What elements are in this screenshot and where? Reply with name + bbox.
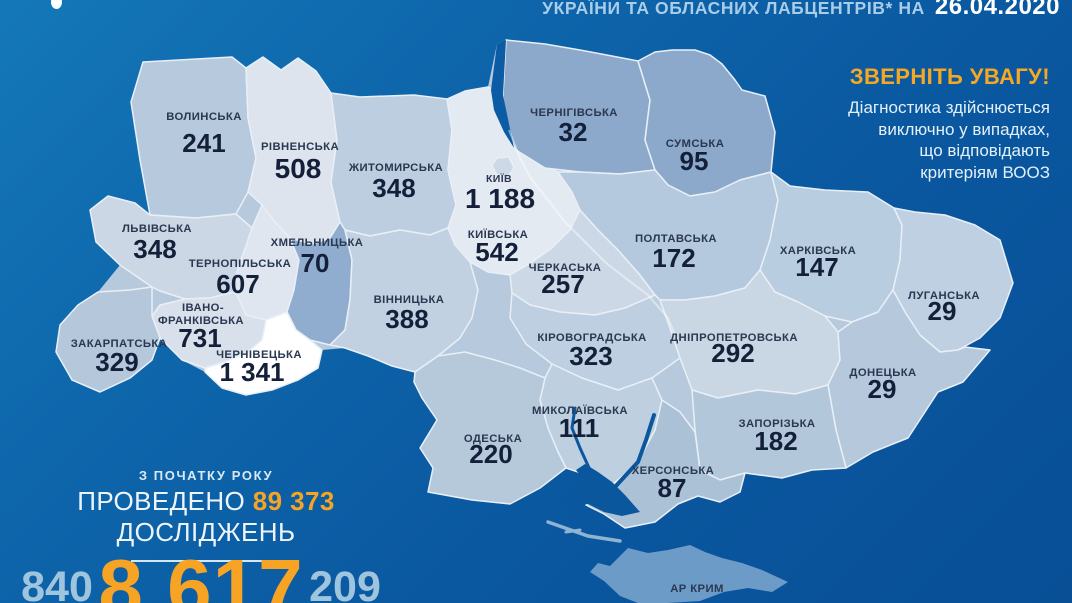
counter-main: 8 617 [98,543,304,603]
buh-river [570,406,592,472]
region-odesa [413,351,567,505]
region-chernivtsi [204,311,323,396]
region-luhansk [892,207,1014,353]
region-zhytomyr-value: 348 [372,173,415,203]
region-poltava-value: 172 [652,243,695,273]
region-dnipro-name: ДНІПРОПЕТРОВСЬКА [670,332,798,344]
kinburn-spit [564,528,582,534]
stats-divider [131,560,281,562]
region-khmelnytskyi-value: 70 [301,248,330,278]
region-ternopil-name: ТЕРНОПІЛЬСЬКА [189,258,291,270]
region-volyn-name: ВОЛИНСЬКА [166,111,242,123]
notice-line-3: що відповідають [919,141,1050,160]
region-chernihiv-name: ЧЕРНІГІВСЬКА [530,107,618,119]
region-mykolaiv-value: 111 [559,413,600,443]
region-cherkasy-name: ЧЕРКАСЬКА [529,262,602,274]
notice-heading: ЗВЕРНІТЬ УВАГУ! [849,64,1050,89]
region-kyiv-oblast-value: 542 [475,237,518,267]
region-luhansk-name: ЛУГАНСЬКА [908,290,980,302]
region-ternopil-value: 607 [216,269,259,299]
logo-fragment [51,0,62,9]
region-vinnytsia-value: 388 [385,304,428,334]
region-donetsk-value: 29 [868,374,897,404]
region-crimea [590,545,788,603]
region-ivano-frankivsk-value: 731 [178,323,221,353]
region-kharkiv-value: 147 [795,252,838,282]
kyiv-city-shape [491,156,515,179]
region-kirovohrad-value: 323 [569,341,612,371]
region-sumy-value: 95 [680,146,709,176]
dnipro-river-upper [508,129,679,343]
counter-left: 840 [21,563,93,603]
region-vinnytsia [329,227,479,373]
region-vinnytsia-name: ВІННИЦЬКА [374,294,445,306]
stats-main-line: ПРОВЕДЕНО 89 373 ДОСЛІДЖЕНЬ [0,486,412,548]
kyiv-city-name: КИЇВ [486,172,512,185]
title-date: 26.04.2020 [934,0,1060,20]
region-donetsk-name: ДОНЕЦЬКА [849,367,916,379]
region-zhytomyr-name: ЖИТОМИРСЬКА [348,162,443,174]
region-poltava-name: ПОЛТАВСЬКА [635,233,717,245]
region-chernivtsi-value: 1 341 [219,357,284,387]
stats-tested-suffix: ДОСЛІДЖЕНЬ [116,517,296,547]
region-khmelnytskyi-name: ХМЕЛЬНИЦЬКА [271,237,364,249]
region-ivano-frankivsk-name-line1: ІВАНО- [182,302,224,314]
region-zakarpattia-name: ЗАКАРПАТСЬКА [71,338,168,350]
region-zaporizhzhia-value: 182 [754,426,797,456]
region-crimea-name: АР КРИМ [670,583,724,595]
stats-tested-value: 89 373 [252,486,335,516]
region-sumy-name: СУМСЬКА [666,138,725,150]
stats-block: З ПОЧАТКУ РОКУ ПРОВЕДЕНО 89 373 ДОСЛІДЖЕ… [0,468,412,562]
page-title: УКРАЇНИ ТА ОБЛАСНИХ ЛАБЦЕНТРІВ* НА 26.04… [542,0,1060,21]
kyiv-reservoir [491,40,514,148]
region-mykolaiv-name: МИКОЛАЇВСЬКА [532,404,628,417]
notice-line-4: критеріям ВООЗ [920,162,1050,182]
region-chernihiv-value: 32 [559,117,588,147]
region-lviv-value: 348 [133,234,176,264]
region-kirovohrad-name: КІРОВОГРАДСЬКА [537,332,646,344]
region-cherkasy-value: 257 [541,269,584,299]
region-zakarpattia-value: 329 [95,347,138,377]
kyiv-city-value: 1 188 [465,183,535,214]
region-volyn [130,56,257,219]
region-rivne-value: 508 [275,153,322,184]
region-kherson-name: ХЕРСОНСЬКА [632,465,714,477]
title-text: УКРАЇНИ ТА ОБЛАСНИХ ЛАБЦЕНТРІВ* НА [542,0,925,18]
region-odesa-value: 220 [469,439,512,469]
notice-line-2: виключно у випадках, [878,119,1050,139]
region-kyiv-oblast-name: КИЇВСЬКА [468,228,528,241]
region-dnipro-value: 292 [711,338,754,368]
tendra-spit [546,520,622,543]
stats-period-label: З ПОЧАТКУ РОКУ [138,468,274,483]
region-rivne-name: РІВНЕНСЬКА [261,141,339,153]
region-lviv-name: ЛЬВІВСЬКА [122,223,192,235]
region-chernivtsi-name: ЧЕРНІВЕЦЬКА [216,349,302,361]
region-kharkiv-name: ХАРКІВСЬКА [780,245,856,257]
stats-tested-prefix: ПРОВЕДЕНО [77,486,246,516]
region-zaporizhzhia-name: ЗАПОРІЗЬКА [739,418,816,430]
notice-line-1: Діагностика здійснюється [848,98,1050,117]
region-kherson-value: 87 [658,473,687,503]
region-luhansk-value: 29 [928,296,957,326]
region-volyn-value: 241 [182,128,225,158]
region-odesa-name: ОДЕСЬКА [464,433,522,445]
region-zakarpattia [55,286,161,393]
region-ivano-frankivsk-name-line2: ФРАНКІВСЬКА [158,315,244,327]
counter-right: 209 [309,563,381,603]
notice-block: ЗВЕРНІТЬ УВАГУ! Діагностика здійснюється… [848,64,1050,183]
dnipro-estuary [560,464,640,516]
dnipro-river-lower [613,413,656,489]
